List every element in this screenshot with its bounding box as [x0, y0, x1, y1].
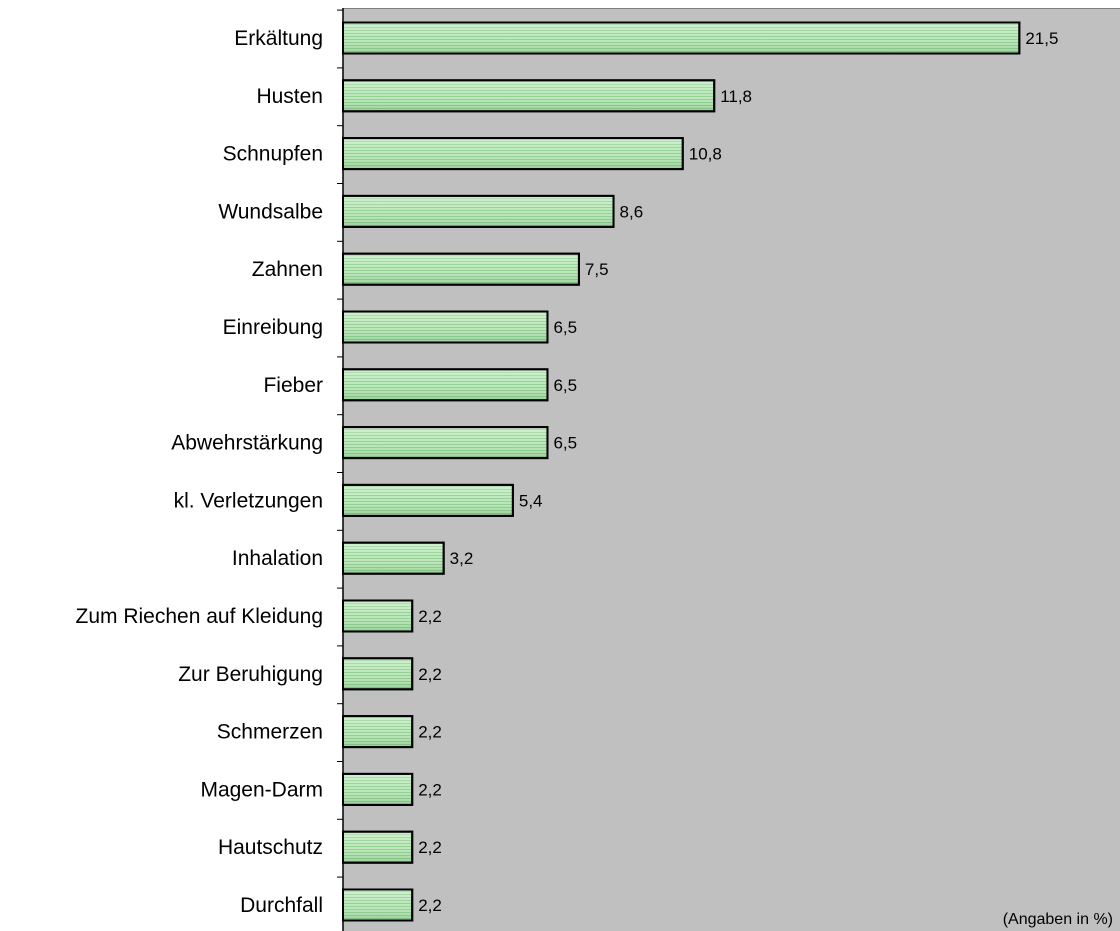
bar-group — [342, 888, 414, 922]
bar-shading — [343, 831, 413, 863]
bar-shading — [343, 542, 444, 574]
value-labels: 21,5 11,8 10,8 8,6 7,5 6,5 6,5 6,5 5,4 3,2 2,2 2,2 2… — [418, 29, 1058, 915]
bar-group — [342, 310, 549, 344]
bar-group — [342, 772, 414, 806]
data-label: 2,2 — [418, 780, 442, 799]
bar-group — [342, 426, 549, 460]
category-label: Schmerzen — [217, 721, 323, 744]
data-label: 2,2 — [418, 665, 442, 684]
category-label: Zahnen — [252, 258, 323, 281]
data-label: 11,8 — [720, 87, 752, 106]
category-label: Inhalation — [232, 547, 323, 570]
data-label: 2,2 — [418, 896, 442, 915]
data-label: 10,8 — [689, 145, 722, 164]
category-label: Husten — [256, 85, 323, 108]
bar-group — [342, 137, 684, 171]
data-label: 7,5 — [585, 260, 609, 279]
bar-shading — [343, 369, 548, 401]
category-label: Einreibung — [223, 316, 323, 339]
bar-shading — [343, 80, 715, 112]
category-label: Hautschutz — [218, 836, 323, 859]
category-label: Schnupfen — [223, 143, 323, 166]
bar-group — [342, 79, 716, 113]
units-note: (Angaben in %) — [1003, 911, 1113, 928]
category-label: Magen-Darm — [200, 778, 323, 801]
category-label: kl. Verletzungen — [174, 489, 323, 512]
category-label: Fieber — [263, 374, 323, 397]
bar-shading — [343, 600, 413, 632]
category-labels: Erkältung Husten Schnupfen Wundsalbe Zahnen E… — [76, 27, 323, 917]
data-label: 21,5 — [1025, 29, 1058, 48]
bar-group — [342, 541, 445, 575]
bar-shading — [343, 773, 413, 805]
data-label: 6,5 — [553, 434, 577, 453]
bar-group — [342, 715, 414, 749]
y-axis — [337, 8, 1120, 931]
category-label: Durchfall — [240, 894, 323, 917]
category-label: Wundsalbe — [218, 200, 323, 223]
bars-layer — [342, 21, 1021, 922]
bar-shading — [343, 658, 413, 690]
bar-group — [342, 194, 615, 228]
data-label: 2,2 — [418, 838, 442, 857]
bar-shading — [343, 253, 579, 285]
bar-group — [342, 252, 580, 286]
bar-group — [342, 657, 414, 691]
bar-group — [342, 599, 414, 633]
bar-group — [342, 21, 1021, 55]
bar-group — [342, 483, 514, 517]
data-label: 6,5 — [553, 318, 577, 337]
bar-group — [342, 368, 549, 402]
category-label: Erkältung — [234, 27, 323, 50]
bar-shading — [343, 311, 548, 343]
bar-shading — [343, 22, 1020, 54]
data-label: 3,2 — [450, 549, 474, 568]
category-label: Abwehrstärkung — [171, 432, 323, 455]
bar-group — [342, 830, 414, 864]
bar-shading — [343, 484, 513, 516]
data-label: 6,5 — [553, 376, 577, 395]
bar-shading — [343, 138, 683, 170]
data-label: 5,4 — [519, 491, 543, 510]
data-label: 8,6 — [620, 202, 644, 221]
bar-shading — [343, 716, 413, 748]
bar-shading — [343, 195, 614, 227]
bar-shading — [343, 427, 548, 459]
bar-shading — [343, 889, 413, 921]
category-label: Zur Beruhigung — [178, 663, 323, 686]
data-label: 2,2 — [418, 723, 442, 742]
category-label: Zum Riechen auf Kleidung — [76, 605, 323, 628]
data-label: 2,2 — [418, 607, 442, 626]
